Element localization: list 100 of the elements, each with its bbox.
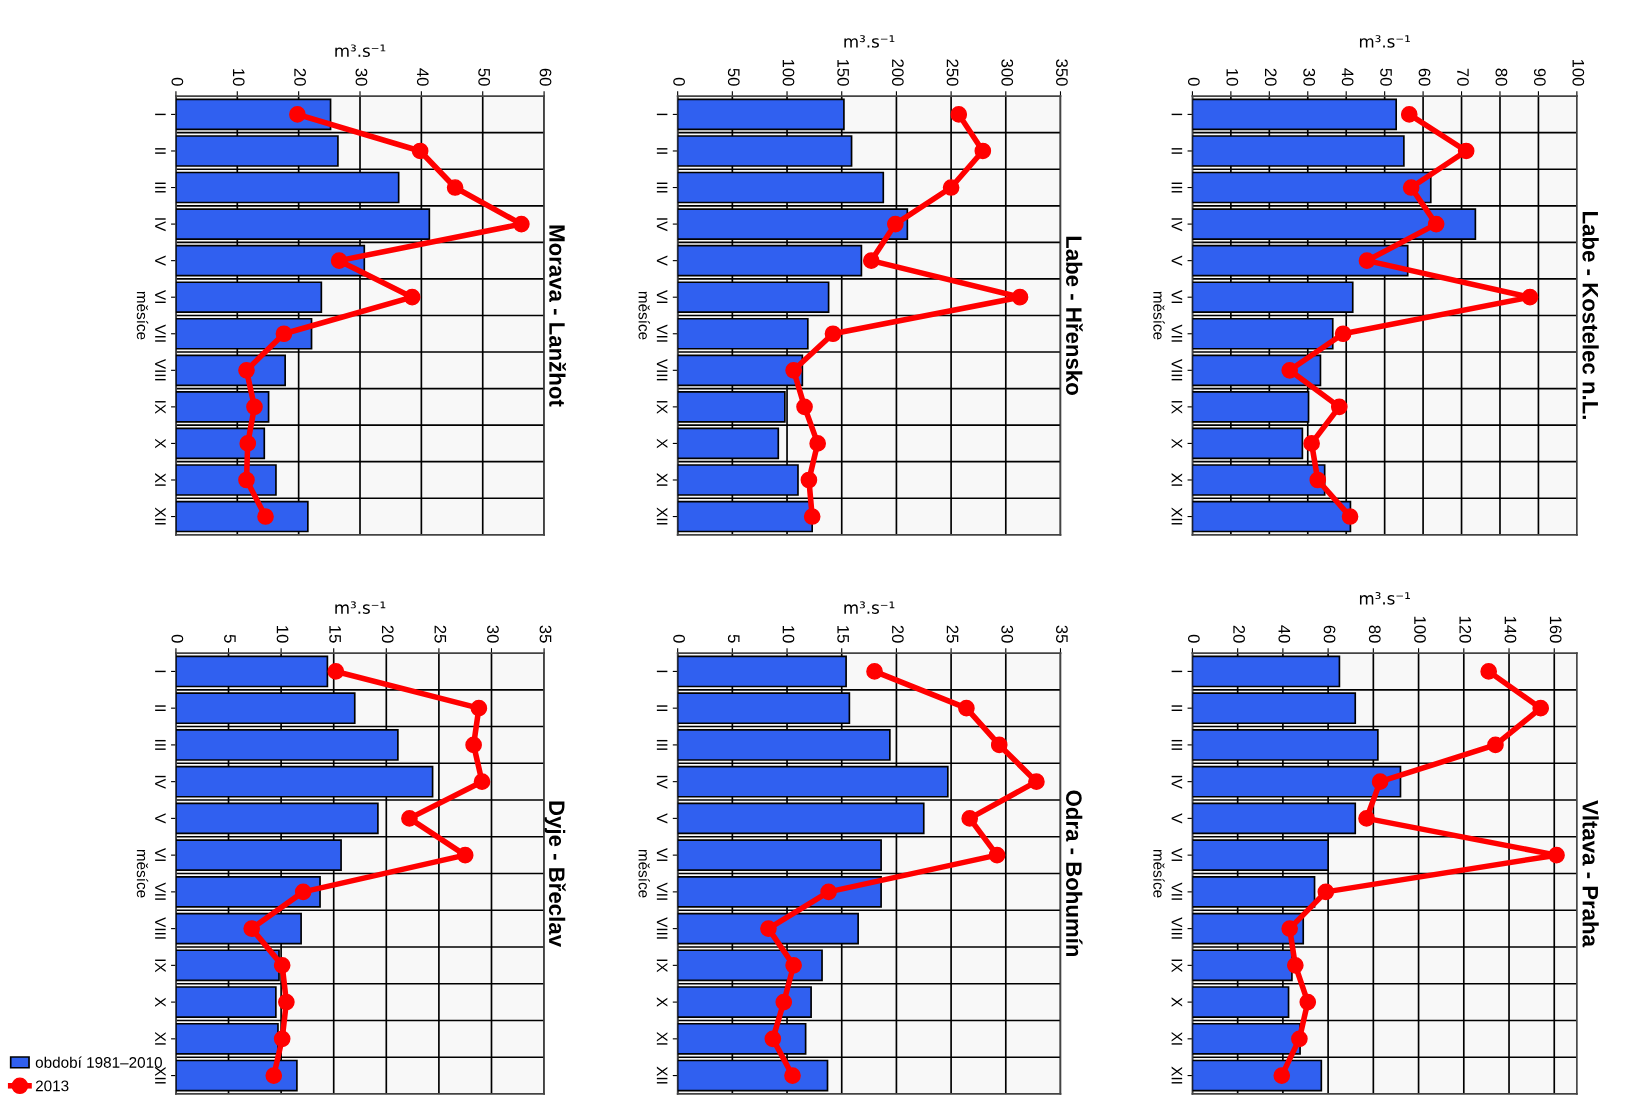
y-axis-title: měsíce: [638, 849, 650, 898]
y-axis-title: měsíce: [136, 849, 149, 898]
y-tick-label: IV: [1171, 218, 1183, 232]
point: [330, 252, 348, 269]
y-tick-label: V: [656, 255, 668, 266]
point: [800, 471, 818, 489]
x-tick-label: 0: [171, 634, 184, 643]
x-tick-label: 300: [1001, 59, 1014, 86]
point: [327, 663, 345, 680]
point: [257, 508, 274, 525]
y-tick-label: VII: [1171, 882, 1183, 900]
x-axis-title: m³.s⁻¹: [335, 601, 386, 614]
y-tick-label: VI: [656, 290, 668, 304]
y-tick-label: I: [1171, 113, 1183, 116]
x-tick-label: 20: [891, 625, 904, 643]
point: [273, 1030, 291, 1048]
point: [473, 773, 491, 790]
y-tick-label: II: [1171, 148, 1183, 154]
y-tick-label: IV: [155, 218, 166, 232]
y-axis-title: měsíce: [1153, 849, 1165, 898]
x-tick-label: 200: [891, 59, 904, 86]
x-tick-label: 35: [539, 625, 552, 643]
point: [862, 252, 880, 269]
x-tick-label: 0: [1187, 77, 1200, 86]
y-tick-label: X: [155, 997, 166, 1007]
point: [1286, 957, 1304, 974]
point: [1303, 435, 1320, 452]
x-tick-label: 0: [673, 77, 685, 86]
y-tick-label: XI: [155, 473, 166, 486]
point: [1330, 398, 1348, 416]
point: [1341, 508, 1359, 525]
point: [796, 398, 813, 416]
point: [239, 435, 257, 452]
y-tick-label: VIII: [1171, 358, 1183, 381]
y-tick-label: III: [1171, 739, 1183, 750]
x-tick-label: 60: [1323, 625, 1336, 643]
y-tick-label: III: [1171, 182, 1183, 193]
y-tick-label: VI: [1171, 847, 1183, 861]
x-tick-label: 5: [727, 634, 740, 643]
x-tick-label: 40: [1341, 68, 1354, 86]
point: [775, 993, 793, 1011]
point: [238, 471, 255, 489]
y-tick-label: XI: [656, 473, 668, 486]
legend-label: období 1981–2010: [35, 1056, 162, 1068]
y-tick-label: X: [1171, 997, 1183, 1007]
y-axis-title: měsíce: [1153, 291, 1165, 340]
x-tick-label: 20: [381, 625, 394, 643]
y-tick-label: IV: [155, 775, 166, 789]
y-tick-label: III: [656, 182, 668, 193]
point: [950, 106, 968, 123]
y-tick-label: X: [656, 997, 668, 1007]
point: [1402, 179, 1420, 196]
y-tick-label: X: [1171, 438, 1183, 449]
y-tick-label: IX: [155, 959, 166, 973]
y-axis-title: měsíce: [638, 291, 650, 340]
y-tick-label: VIII: [155, 358, 166, 381]
y-tick-label: VIII: [1171, 917, 1183, 939]
point: [403, 288, 421, 306]
y-tick-label: VIII: [155, 917, 166, 939]
point: [1358, 252, 1376, 269]
point: [784, 1067, 801, 1084]
y-tick-label: XI: [155, 1031, 166, 1045]
point: [990, 736, 1008, 754]
point: [1400, 106, 1418, 123]
x-tick-label: 25: [434, 625, 447, 643]
y-tick-label: V: [1171, 255, 1183, 266]
x-tick-label: 70: [1457, 68, 1469, 86]
point: [470, 699, 488, 717]
x-tick-label: 0: [673, 634, 685, 643]
x-tick-label: 100: [782, 59, 795, 86]
x-tick-label: 30: [1001, 625, 1014, 643]
point: [824, 325, 842, 343]
y-tick-label: VI: [155, 847, 166, 861]
x-tick-label: 50: [727, 68, 740, 86]
y-tick-label: VIII: [656, 358, 668, 381]
point: [942, 179, 960, 196]
y-tick-label: VI: [155, 290, 166, 304]
point: [446, 179, 464, 196]
point: [809, 435, 826, 452]
x-tick-label: 100: [1414, 616, 1426, 643]
point: [1281, 361, 1299, 379]
x-tick-label: 150: [837, 59, 850, 86]
y-tick-label: VIII: [656, 917, 668, 939]
y-tick-label: XII: [656, 1066, 668, 1084]
y-tick-label: II: [155, 148, 166, 154]
x-tick-label: 0: [171, 77, 184, 86]
y-tick-label: III: [656, 739, 668, 750]
point: [246, 398, 263, 416]
y-tick-label: IV: [656, 775, 668, 789]
y-tick-label: IX: [656, 401, 668, 414]
x-tick-label: 350: [1056, 59, 1068, 86]
text: Labe - Hřensko: [1066, 236, 1083, 395]
y-tick-label: IX: [656, 959, 668, 973]
y-tick-label: V: [155, 813, 166, 824]
x-tick-label: 25: [946, 625, 959, 643]
y-tick-label: XII: [1171, 1066, 1183, 1084]
point: [465, 736, 482, 754]
y-tick-label: II: [656, 148, 668, 154]
y-tick-label: II: [155, 705, 166, 711]
x-tick-label: 120: [1459, 616, 1472, 643]
